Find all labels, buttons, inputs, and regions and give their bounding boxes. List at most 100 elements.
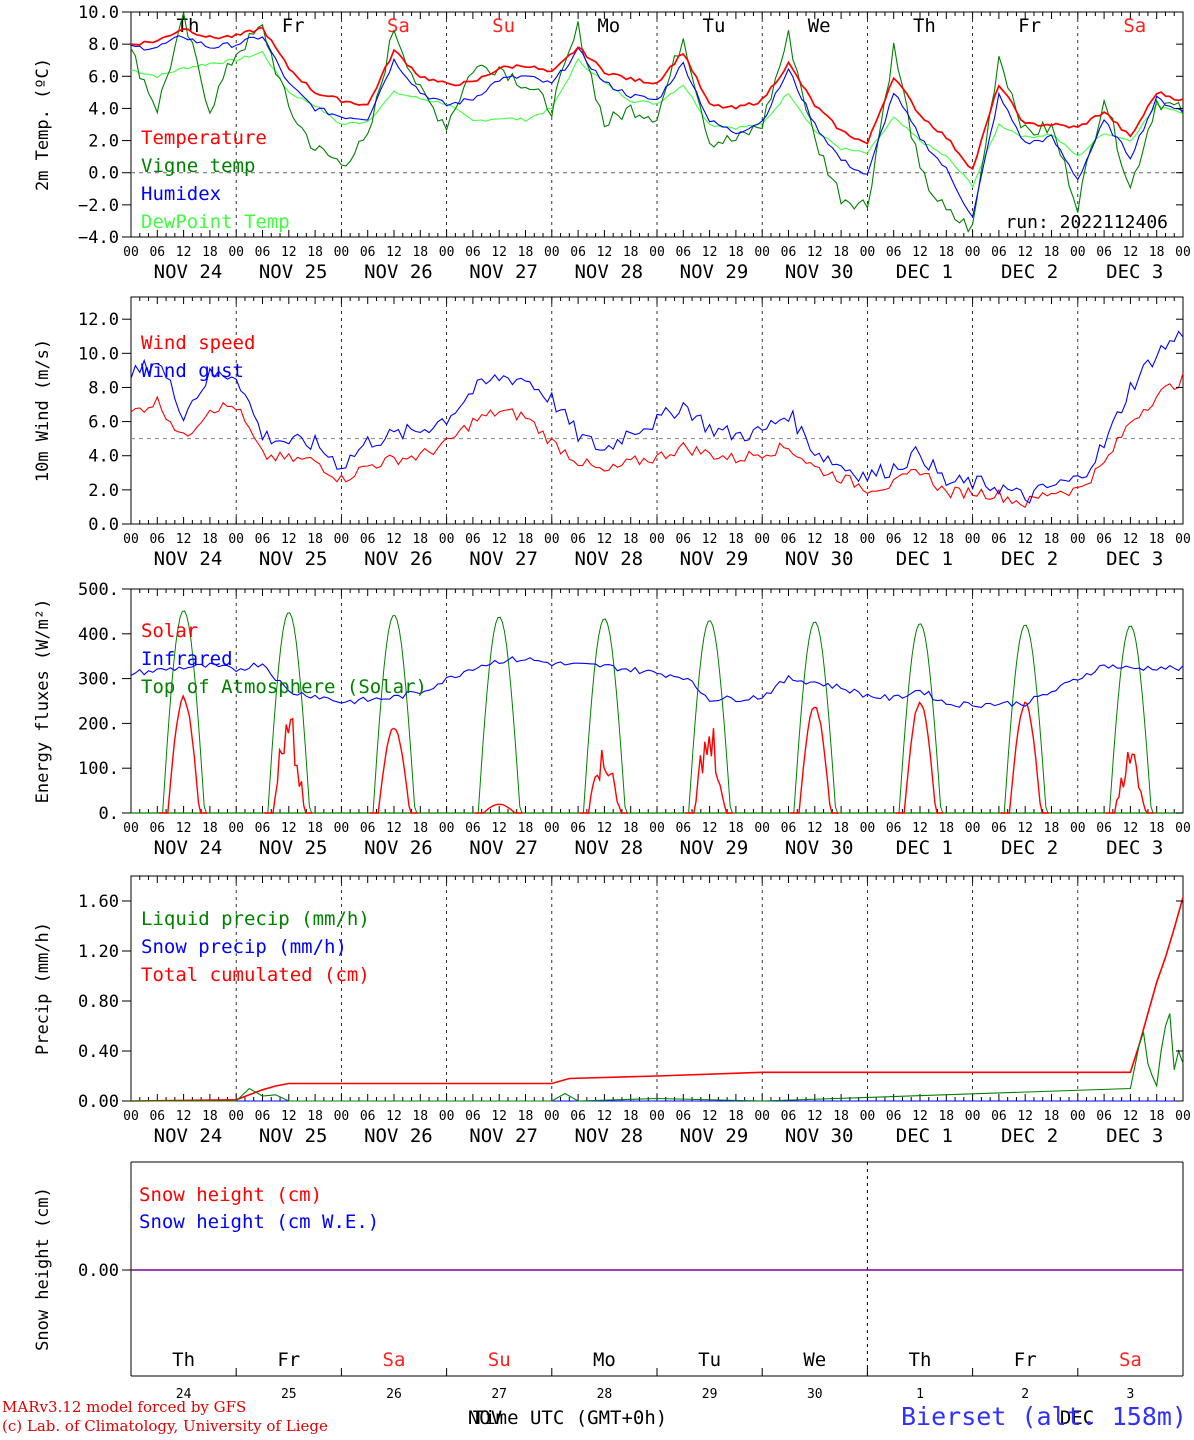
credit-line-model: MARv3.12 model forced by GFS [2, 1398, 247, 1416]
hour-tick-label: 12 [597, 245, 613, 260]
date-label: NOV 25 [259, 1125, 328, 1147]
y-tick-label: 0.0 [88, 515, 119, 535]
hour-tick-label: 06 [886, 1109, 902, 1124]
hour-tick-label: 12 [597, 1109, 613, 1124]
wind-y-axis: 12.0 10.0 8.0 6.0 4.0 2.0 0.0 10m Wind (m/s) [33, 310, 1183, 535]
hour-tick-label: 18 [728, 245, 744, 260]
y-tick-label: 2.0 [88, 481, 119, 501]
date-label: NOV 24 [154, 1125, 223, 1147]
precip-series-line [130, 897, 1184, 1102]
hour-tick-label: 18 [833, 245, 849, 260]
hour-tick-label: 12 [1123, 821, 1139, 836]
legend-entry: Liquid precip (mm/h) [141, 908, 370, 930]
date-label: DEC 2 [1001, 837, 1058, 859]
hour-tick-label: 00 [123, 1109, 139, 1124]
hour-tick-label: 18 [412, 532, 428, 547]
hour-tick-label: 06 [360, 532, 376, 547]
legend-entry: Snow precip (mm/h) [141, 936, 347, 958]
day-of-week-label: Tu [703, 15, 726, 37]
toa-solar-curve [995, 624, 1055, 814]
date-label: NOV 30 [785, 837, 854, 859]
hour-tick-label: 18 [833, 821, 849, 836]
date-label: DEC 3 [1106, 837, 1163, 859]
legend-entry: Wind gust [141, 360, 244, 382]
hour-tick-label: 12 [386, 821, 402, 836]
hour-tick-label: 00 [1070, 1109, 1086, 1124]
y-tick-label: 500. [78, 580, 119, 600]
hour-tick-label: 06 [991, 1109, 1007, 1124]
hour-tick-label: 06 [570, 245, 586, 260]
hour-tick-label: 00 [228, 532, 244, 547]
y-tick-label: 0. [99, 804, 119, 824]
hour-tick-label: 12 [1017, 245, 1033, 260]
hour-tick-label: 00 [754, 245, 770, 260]
day-number-label: 24 [176, 1387, 192, 1402]
hour-tick-label: 18 [623, 532, 639, 547]
hour-tick-label: 12 [176, 532, 192, 547]
hour-tick-label: 12 [281, 245, 297, 260]
day-number-label: 2 [1021, 1387, 1029, 1402]
hour-tick-label: 18 [518, 532, 534, 547]
y-tick-label: −2.0 [78, 196, 119, 216]
day-of-week-label: Th [909, 1349, 932, 1371]
date-label: NOV 29 [680, 1125, 749, 1147]
solar-curve [159, 694, 208, 814]
hour-tick-label: 18 [518, 821, 534, 836]
hour-tick-label: 18 [1044, 532, 1060, 547]
date-label: DEC 3 [1106, 548, 1163, 570]
hour-tick-label: 18 [728, 821, 744, 836]
temp-series-line [130, 12, 1184, 233]
date-label: NOV 25 [259, 837, 328, 859]
toa-solar-curve [890, 623, 950, 814]
hour-tick-label: 06 [255, 1109, 271, 1124]
hour-tick-label: 00 [123, 821, 139, 836]
hour-tick-label: 06 [1096, 1109, 1112, 1124]
hour-tick-label: 18 [1149, 1109, 1165, 1124]
day-of-week-label: Tu [698, 1349, 721, 1371]
y-tick-label: 0.40 [78, 1042, 119, 1062]
hour-tick-label: 06 [675, 1109, 691, 1124]
legend-entry: Wind speed [141, 332, 255, 354]
hour-tick-label: 06 [781, 245, 797, 260]
hour-tick-label: 00 [1070, 821, 1086, 836]
day-of-week-label: We [808, 15, 831, 37]
hour-tick-label: 12 [807, 245, 823, 260]
y-axis-label: 10m Wind (m/s) [33, 339, 53, 482]
hour-tick-label: 18 [202, 821, 218, 836]
y-tick-label: 8.0 [88, 35, 119, 55]
hour-tick-label: 00 [123, 532, 139, 547]
x-axis-title: Time UTC (GMT+0h) [473, 1407, 667, 1429]
hour-tick-label: 06 [1096, 245, 1112, 260]
y-tick-label: 100. [78, 759, 119, 779]
precip-series-line [131, 1013, 1184, 1102]
overlay-month-label: DEC [1060, 1407, 1094, 1429]
temp-series-line [130, 35, 1184, 219]
legend-entry: Total cumulated (cm) [141, 964, 370, 986]
hour-tick-label: 18 [307, 532, 323, 547]
date-label: NOV 27 [469, 837, 538, 859]
hour-tick-label: 00 [860, 245, 876, 260]
y-tick-label: 6.0 [88, 413, 119, 433]
y-tick-label: 10.0 [78, 344, 119, 364]
hour-tick-label: 06 [675, 532, 691, 547]
date-label: NOV 28 [574, 548, 643, 570]
hour-tick-label: 18 [307, 1109, 323, 1124]
date-label: DEC 1 [896, 261, 953, 283]
y-tick-label: 300. [78, 670, 119, 690]
run-label: run: 2022112406 [1005, 212, 1168, 233]
y-tick-label: 0.80 [78, 992, 119, 1012]
hour-tick-label: 18 [518, 1109, 534, 1124]
hour-tick-label: 18 [307, 245, 323, 260]
hour-tick-label: 06 [886, 532, 902, 547]
temp-series-line [130, 50, 1184, 189]
hour-tick-label: 12 [912, 1109, 928, 1124]
hour-tick-label: 18 [1149, 245, 1165, 260]
hour-tick-label: 06 [465, 532, 481, 547]
y-tick-label: 4.0 [88, 447, 119, 467]
date-label: NOV 30 [785, 1125, 854, 1147]
hour-tick-label: 12 [386, 532, 402, 547]
hour-tick-label: 18 [412, 821, 428, 836]
day-number-label: 30 [807, 1387, 823, 1402]
hour-tick-label: 06 [570, 532, 586, 547]
